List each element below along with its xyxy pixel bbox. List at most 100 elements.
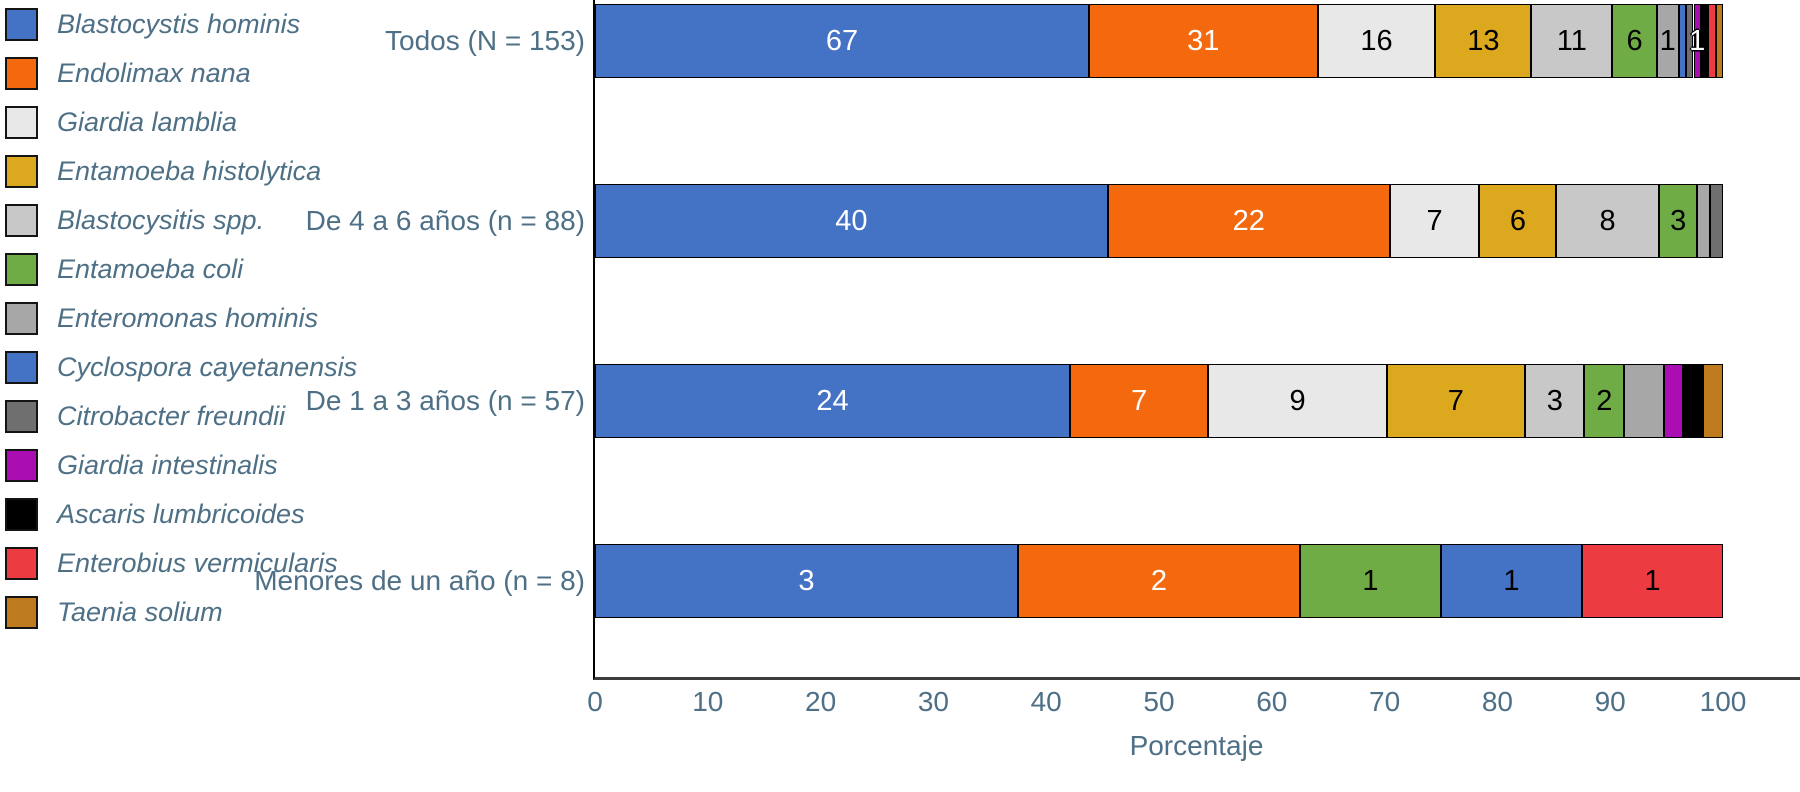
bar-segment: 3 xyxy=(595,544,1018,618)
x-tick-label: 50 xyxy=(1143,686,1175,717)
bar-value-label: 6 xyxy=(1626,24,1643,57)
x-tick-label: 80 xyxy=(1481,686,1513,717)
legend-item: Blastocystis hominis xyxy=(5,6,300,43)
legend-swatch xyxy=(5,449,38,482)
legend-label: Entamoeba coli xyxy=(57,254,244,284)
bar-segment: 2 xyxy=(1018,544,1300,618)
bar-value-label: 3 xyxy=(1670,204,1687,237)
bar-value-label: 1 xyxy=(1689,24,1706,57)
bar-segment: 3 xyxy=(1658,184,1698,258)
bar-value-label: 7 xyxy=(1131,384,1148,417)
bar-segment: 7 xyxy=(1389,184,1480,258)
bar-segment: 67 xyxy=(595,4,1089,78)
bar-segment: 6 xyxy=(1612,4,1657,78)
legend-label: Cyclospora cayetanensis xyxy=(57,352,358,382)
x-tick-label: 60 xyxy=(1256,686,1288,717)
legend-label: Enteromonas hominis xyxy=(57,303,319,333)
bar-row: 24 7 9 7 3 2 xyxy=(595,364,1723,438)
legend-swatch xyxy=(5,351,38,384)
legend-item: Ascaris lumbricoides xyxy=(5,496,305,533)
legend-swatch xyxy=(5,106,38,139)
bar-value-label: 31 xyxy=(1187,24,1220,57)
legend-swatch xyxy=(5,596,38,629)
bar-segment xyxy=(1686,4,1694,78)
bar-value-label: 67 xyxy=(825,24,859,57)
bar-segment: 1 xyxy=(1689,4,1705,78)
legend-label: Enterobius vermicularis xyxy=(57,548,338,578)
legend-label: Taenia solium xyxy=(57,597,223,627)
legend-swatch xyxy=(5,547,38,580)
bar-value-label: 7 xyxy=(1426,204,1443,237)
bar-value-label: 2 xyxy=(1596,384,1613,417)
bar-segment xyxy=(1678,4,1687,78)
bar-value-label: 1 xyxy=(1644,564,1661,597)
legend: Blastocystis hominis Endolimax nana Giardi… xyxy=(0,0,520,660)
bar-segment xyxy=(1703,364,1723,438)
bar-row: 3 2 1 1 1 xyxy=(595,544,1723,618)
bar-value-label: 13 xyxy=(1467,24,1500,57)
legend-swatch xyxy=(5,57,38,90)
bar-segment xyxy=(1624,364,1664,438)
bar-segment: 7 xyxy=(1386,364,1526,438)
bar-row: 40 22 7 6 8 3 xyxy=(595,184,1723,258)
bar-value-label: 1 xyxy=(1503,564,1520,597)
bar-segment xyxy=(1710,184,1723,258)
bar-segment: 1 xyxy=(1582,544,1723,618)
bar-segment xyxy=(1663,364,1684,438)
legend-item: Enterobius vermicularis xyxy=(5,545,338,582)
bar-segment: 31 xyxy=(1088,4,1318,78)
bar-value-label: 2 xyxy=(1150,564,1168,597)
legend-swatch xyxy=(5,204,38,237)
bar-value-label: 1 xyxy=(1362,564,1379,597)
bar-segment: 8 xyxy=(1556,184,1659,258)
x-tick-label: 40 xyxy=(1030,686,1062,717)
bar-segment xyxy=(1700,4,1709,78)
bar-value-label: 16 xyxy=(1360,24,1393,57)
category-label: Menores de un año (n = 8) xyxy=(254,565,585,596)
bar-value-label: 40 xyxy=(835,204,868,237)
bar-segment: 11 xyxy=(1531,4,1613,78)
legend-item: Entamoeba histolytica xyxy=(5,153,321,190)
legend-swatch xyxy=(5,8,38,41)
legend-label: Giardia intestinalis xyxy=(57,450,278,480)
legend-item: Giardia intestinalis xyxy=(5,447,278,484)
bar-row: 67 31 16 13 11 6 1 1 xyxy=(595,4,1723,78)
legend-item: Taenia solium xyxy=(5,594,223,631)
legend-swatch xyxy=(5,400,38,433)
bar-value-label: 11 xyxy=(1556,24,1587,57)
bar-value-label: 6 xyxy=(1509,204,1526,237)
bar-segment xyxy=(1697,184,1711,258)
bar-segment xyxy=(1715,4,1723,78)
bar-segment: 1 xyxy=(1441,544,1582,618)
legend-label: Entamoeba histolytica xyxy=(57,156,322,186)
legend-label: Blastocysitis spp. xyxy=(57,205,265,235)
legend-item: Citrobacter freundii xyxy=(5,398,285,435)
bar-segment: 6 xyxy=(1479,184,1557,258)
bar-segment: 9 xyxy=(1208,364,1387,438)
bar-value-label: 9 xyxy=(1289,384,1306,417)
legend-label: Endolimax nana xyxy=(57,58,251,88)
bar-segment: 24 xyxy=(595,364,1070,438)
legend-item: Blastocysitis spp. xyxy=(5,202,264,239)
bar-segment: 16 xyxy=(1317,4,1436,78)
bar-value-label: 24 xyxy=(816,384,849,417)
x-tick-label: 70 xyxy=(1369,686,1401,717)
legend-label: Citrobacter freundii xyxy=(57,401,286,431)
legend-swatch xyxy=(5,498,38,531)
bar-segment: 3 xyxy=(1525,364,1585,438)
bar-value-label: 7 xyxy=(1447,384,1464,417)
legend-item: Cyclospora cayetanensis xyxy=(5,349,357,386)
plot-area: 67 31 16 13 11 6 1 1 40 22 7 6 8 3 24 7 9 7 3 2 3 2 1 1 1 xyxy=(593,0,1800,680)
bar-segment: 13 xyxy=(1435,4,1532,78)
bar-segment xyxy=(1683,364,1704,438)
legend-swatch xyxy=(5,155,38,188)
legend-label: Giardia lamblia xyxy=(57,107,238,137)
category-label: Todos (N = 153) xyxy=(385,25,585,56)
bar-segment: 1 xyxy=(1300,544,1441,618)
legend-label: Blastocystis hominis xyxy=(57,9,301,39)
legend-label: Ascaris lumbricoides xyxy=(57,499,305,529)
bar-value-label: 1 xyxy=(1659,24,1676,57)
legend-swatch xyxy=(5,253,38,286)
bar-value-label: 3 xyxy=(798,564,815,597)
